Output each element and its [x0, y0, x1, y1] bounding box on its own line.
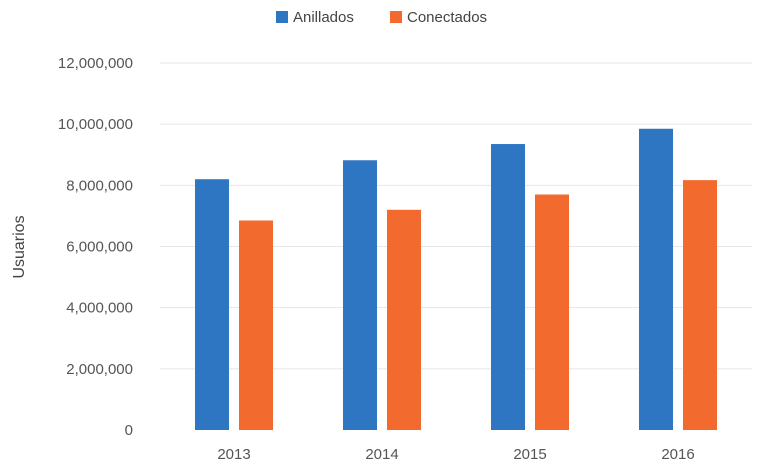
legend-swatch-anillados	[276, 11, 288, 23]
y-tick-label: 4,000,000	[66, 300, 133, 317]
y-tick-label: 12,000,000	[58, 55, 133, 72]
bar-conectados-2013	[239, 220, 273, 430]
y-tick-label: 0	[125, 422, 133, 439]
y-axis-ticks: 0 2,000,000 4,000,000 6,000,000 8,000,000 10,…	[58, 55, 133, 439]
bar-anillados-2016	[639, 128, 673, 431]
bar-anillados-2014	[343, 160, 377, 430]
chart-legend: Anillados Conectados	[276, 9, 487, 26]
bar-conectados-2014	[387, 209, 421, 430]
y-axis-title: Usuarios	[11, 215, 28, 278]
legend-label-anillados: Anillados	[293, 9, 354, 26]
bar-conectados-2016	[683, 180, 717, 430]
bars	[195, 128, 717, 431]
bar-anillados-2015	[491, 144, 525, 430]
x-tick-label: 2013	[217, 446, 250, 463]
legend-label-conectados: Conectados	[407, 9, 487, 26]
y-tick-label: 8,000,000	[66, 177, 133, 194]
x-tick-label: 2014	[365, 446, 398, 463]
y-tick-label: 2,000,000	[66, 361, 133, 378]
y-tick-label: 10,000,000	[58, 116, 133, 133]
legend-swatch-conectados	[390, 11, 402, 23]
x-tick-label: 2015	[513, 446, 546, 463]
bar-conectados-2015	[535, 194, 569, 430]
x-axis-ticks: 2013 2014 2015 2016	[217, 446, 694, 463]
x-tick-label: 2016	[661, 446, 694, 463]
bar-anillados-2013	[195, 179, 229, 430]
y-tick-label: 6,000,000	[66, 239, 133, 256]
